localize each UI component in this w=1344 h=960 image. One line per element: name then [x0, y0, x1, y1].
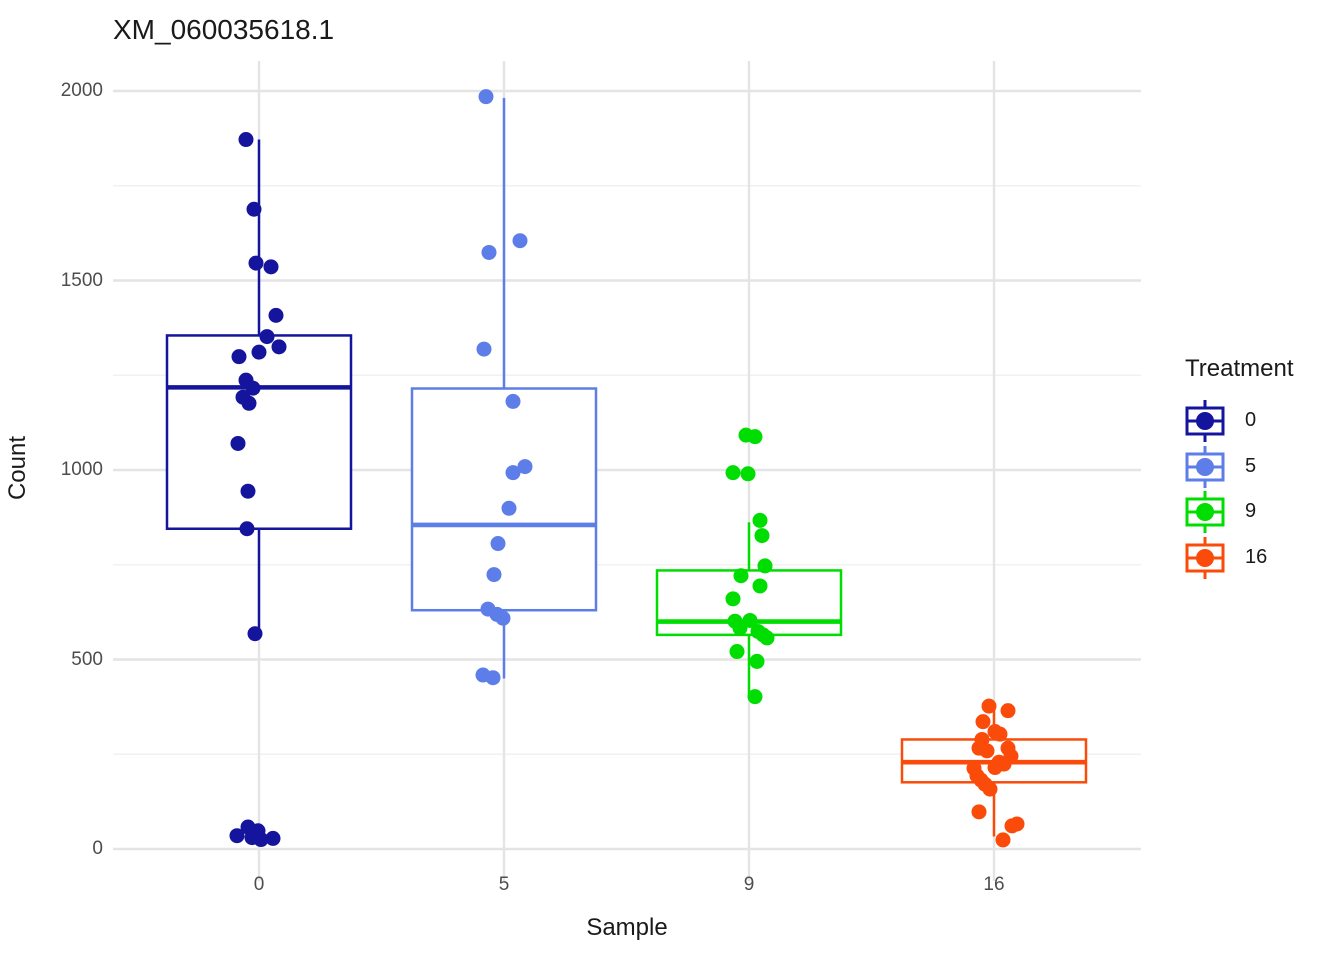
jitter-point	[747, 689, 763, 705]
jitter-point	[982, 781, 998, 797]
boxplot-group-5	[410, 89, 598, 686]
jitter-point	[749, 653, 765, 669]
box	[410, 387, 598, 612]
boxplot-group-0	[165, 132, 353, 848]
jitter-point	[995, 832, 1011, 848]
legend-item-16: 16	[1168, 535, 1344, 581]
y-tick-label: 500	[71, 648, 103, 670]
jitter-point	[1000, 703, 1016, 719]
jitter-point	[732, 620, 748, 636]
jitter-point	[501, 500, 517, 516]
jitter-point	[981, 698, 997, 714]
x-tick-label: 16	[983, 874, 1005, 895]
jitter-point	[245, 380, 261, 396]
jitter-point	[512, 233, 528, 249]
x-tick-label: 0	[253, 874, 265, 895]
jitter-point	[246, 201, 262, 217]
jitter-point	[517, 459, 533, 475]
legend-boxplot-key-icon	[1185, 536, 1225, 579]
jitter-point	[265, 830, 281, 846]
legend-item-5: 5	[1168, 444, 1344, 490]
y-tick-label: 1500	[60, 269, 103, 291]
jitter-point	[733, 568, 749, 584]
jitter-point	[495, 610, 511, 626]
jitter-point	[754, 528, 770, 544]
x-tick-label: 5	[498, 874, 510, 895]
y-tick-label: 1000	[60, 459, 103, 480]
legend-boxplot-key-icon	[1185, 400, 1225, 442]
jitter-point	[476, 341, 492, 357]
legend-item-label: 0	[1245, 409, 1257, 431]
jitter-point	[247, 626, 263, 642]
jitter-point	[1009, 816, 1025, 832]
jitter-point	[240, 483, 256, 499]
jitter-point	[481, 244, 497, 260]
y-axis-title: Count	[4, 435, 31, 501]
legend-boxplot-key-icon	[1185, 491, 1225, 533]
jitter-point	[992, 726, 1008, 742]
jitter-point	[230, 435, 246, 451]
legend-boxplot-key-icon	[1185, 445, 1225, 488]
jitter-point	[752, 512, 768, 528]
jitter-point	[759, 630, 775, 646]
jitter-point	[486, 567, 502, 583]
x-tick-label: 9	[743, 874, 755, 895]
legend-item-label: 9	[1245, 500, 1257, 522]
jitter-point	[725, 591, 741, 607]
jitter-point	[478, 89, 494, 105]
jitter-point	[229, 828, 245, 844]
jitter-point	[251, 344, 267, 360]
jitter-point	[747, 429, 763, 445]
legend-item-0: 0	[1168, 398, 1344, 444]
jitter-point	[253, 832, 269, 848]
jitter-point	[729, 644, 745, 660]
jitter-point	[248, 255, 264, 271]
y-tick-label: 0	[92, 838, 103, 859]
x-axis-title: Sample	[586, 914, 668, 941]
jitter-point	[238, 132, 254, 148]
jitter-point	[263, 259, 279, 275]
legend-item-label: 16	[1245, 545, 1268, 568]
boxplot-group-16	[900, 698, 1088, 848]
jitter-point	[241, 395, 257, 411]
jitter-point	[271, 339, 287, 355]
legend-item-label: 5	[1245, 454, 1257, 477]
jitter-point	[268, 307, 284, 323]
jitter-point	[490, 536, 506, 552]
jitter-point	[725, 465, 741, 481]
jitter-point	[239, 521, 255, 537]
jitter-point	[740, 466, 756, 482]
legend-item-9: 9	[1168, 489, 1344, 535]
jitter-point	[505, 393, 521, 409]
y-tick-label: 2000	[60, 80, 103, 101]
jitter-point	[757, 558, 773, 574]
jitter-point	[987, 760, 1003, 776]
boxplot-group-9	[655, 427, 843, 705]
jitter-point	[259, 329, 275, 345]
jitter-point	[485, 670, 501, 686]
box	[165, 334, 353, 530]
jitter-point	[975, 714, 991, 730]
jitter-point	[231, 349, 247, 365]
jitter-point	[505, 465, 521, 481]
jitter-point	[971, 804, 987, 820]
plot-title: XM_060035618.1	[113, 14, 335, 45]
jitter-point	[752, 578, 768, 594]
jitter-point	[979, 743, 995, 759]
legend: Treatment 0 5 9 16	[1168, 340, 1344, 585]
legend-title: Treatment	[1185, 355, 1294, 382]
